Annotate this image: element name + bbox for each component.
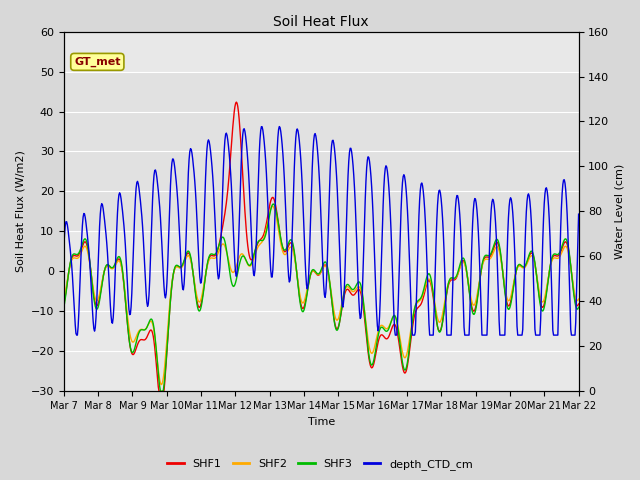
Text: GT_met: GT_met: [74, 57, 120, 67]
SHF2: [69, 255, 77, 261]
depth_CTD_cm: [400, 172, 408, 178]
depth_CTD_cm: [275, 124, 283, 130]
SHF2: [575, 296, 582, 302]
SHF3: [175, 264, 183, 269]
SHF1: [175, 264, 183, 270]
SHF1: [232, 99, 240, 105]
SHF2: [269, 204, 276, 209]
SHF1: [575, 301, 582, 307]
SHF3: [69, 252, 77, 257]
SHF3: [202, 267, 210, 273]
SHF3: [575, 304, 582, 310]
depth_CTD_cm: [202, 158, 210, 164]
SHF2: [122, 300, 130, 306]
SHF2: [175, 265, 183, 271]
SHF2: [202, 268, 210, 274]
SHF2: [385, 324, 393, 330]
Y-axis label: Soil Heat Flux (W/m2): Soil Heat Flux (W/m2): [15, 151, 25, 272]
Title: Soil Heat Flux: Soil Heat Flux: [273, 15, 369, 29]
Y-axis label: Water Level (cm): Water Level (cm): [615, 164, 625, 259]
SHF3: [385, 325, 393, 331]
SHF1: [69, 253, 77, 259]
SHF1: [122, 305, 130, 311]
SHF3: [157, 388, 164, 394]
Line: SHF3: SHF3: [64, 204, 579, 391]
SHF2: [60, 296, 68, 302]
Legend: SHF1, SHF2, SHF3, depth_CTD_cm: SHF1, SHF2, SHF3, depth_CTD_cm: [163, 455, 477, 474]
SHF1: [202, 267, 210, 273]
Bar: [64, 72, 579, 231]
Line: SHF1: SHF1: [64, 102, 579, 391]
depth_CTD_cm: [175, 221, 183, 227]
depth_CTD_cm: [69, 284, 77, 290]
X-axis label: Time: Time: [308, 417, 335, 427]
depth_CTD_cm: [73, 332, 81, 338]
SHF3: [60, 304, 68, 310]
SHF1: [400, 369, 408, 375]
depth_CTD_cm: [385, 184, 393, 190]
SHF2: [157, 382, 165, 387]
Line: depth_CTD_cm: depth_CTD_cm: [64, 127, 579, 335]
SHF1: [155, 388, 163, 394]
SHF1: [385, 334, 393, 339]
Line: SHF2: SHF2: [64, 206, 579, 384]
SHF3: [122, 305, 130, 311]
SHF3: [400, 366, 408, 372]
depth_CTD_cm: [60, 246, 68, 252]
SHF3: [269, 201, 277, 207]
depth_CTD_cm: [575, 211, 582, 217]
depth_CTD_cm: [123, 269, 131, 275]
SHF2: [400, 354, 408, 360]
SHF1: [60, 301, 68, 307]
